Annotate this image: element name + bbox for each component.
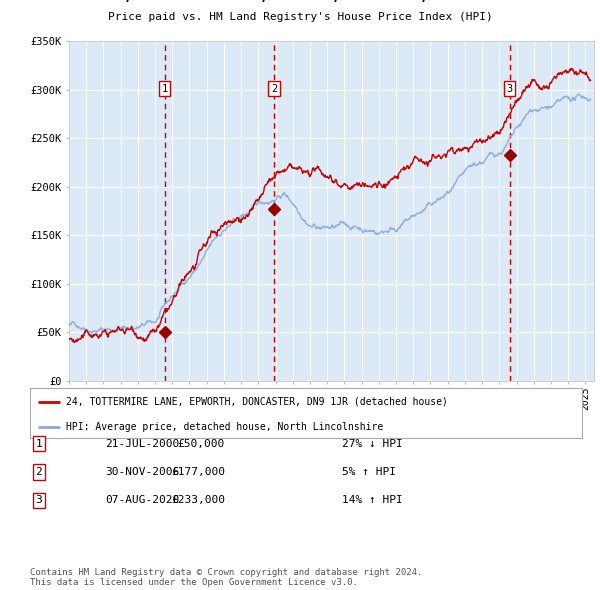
Text: 3: 3 [506,84,513,94]
Text: 21-JUL-2000: 21-JUL-2000 [105,439,179,448]
Text: 1: 1 [161,84,167,94]
Text: 27% ↓ HPI: 27% ↓ HPI [342,439,403,448]
Text: Price paid vs. HM Land Registry's House Price Index (HPI): Price paid vs. HM Land Registry's House … [107,12,493,22]
Text: 5% ↑ HPI: 5% ↑ HPI [342,467,396,477]
Text: 07-AUG-2020: 07-AUG-2020 [105,496,179,505]
Text: 30-NOV-2006: 30-NOV-2006 [105,467,179,477]
Text: 1: 1 [35,439,43,448]
Text: Contains HM Land Registry data © Crown copyright and database right 2024.
This d: Contains HM Land Registry data © Crown c… [30,568,422,587]
Text: 14% ↑ HPI: 14% ↑ HPI [342,496,403,505]
Text: £50,000: £50,000 [178,439,225,448]
Text: HPI: Average price, detached house, North Lincolnshire: HPI: Average price, detached house, Nort… [66,422,383,432]
Text: £233,000: £233,000 [171,496,225,505]
Text: 2: 2 [35,467,43,477]
Text: 24, TOTTERMIRE LANE, EPWORTH, DONCASTER, DN9 1JR: 24, TOTTERMIRE LANE, EPWORTH, DONCASTER,… [108,0,492,3]
Text: 24, TOTTERMIRE LANE, EPWORTH, DONCASTER, DN9 1JR (detached house): 24, TOTTERMIRE LANE, EPWORTH, DONCASTER,… [66,396,448,407]
Text: 3: 3 [35,496,43,505]
Text: 2: 2 [271,84,277,94]
Text: £177,000: £177,000 [171,467,225,477]
